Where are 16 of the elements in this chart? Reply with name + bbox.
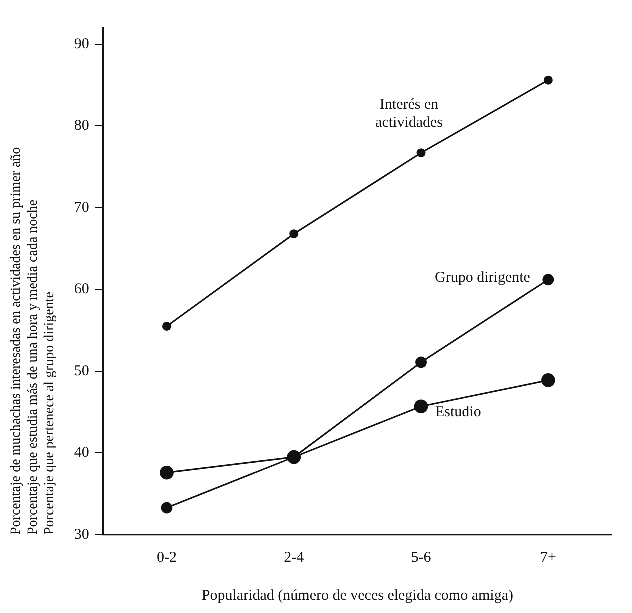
y-tick-label: 40 [74, 445, 90, 462]
x-tick-label: 5-6 [411, 550, 432, 566]
y-tick-label: 50 [74, 363, 90, 380]
series-label: Interés en actividades [376, 97, 444, 132]
series-label: Estudio [436, 404, 482, 420]
y-tick-label: 80 [74, 118, 90, 134]
x-tick-label: 7+ [540, 550, 556, 566]
y-tick-label: 60 [74, 282, 90, 298]
series-label: Grupo dirigente [435, 270, 531, 286]
x-tick-label: 2-4 [284, 550, 305, 566]
y-tick-label: 70 [74, 200, 90, 216]
x-axis-title: Popularidad (número de veces elegida como amiga) [202, 588, 514, 604]
y-axis-title: Porcentaje de muchachas interesadas en actividades en su primer año Porcentaje que estudia más de una hora y media cada noche Porcentaje que pertenece al grupo dirigente [9, 147, 58, 535]
x-tick-label: 0-2 [156, 550, 177, 566]
y-tick-label: 90 [74, 36, 90, 52]
y-tick-label: 30 [74, 526, 90, 543]
